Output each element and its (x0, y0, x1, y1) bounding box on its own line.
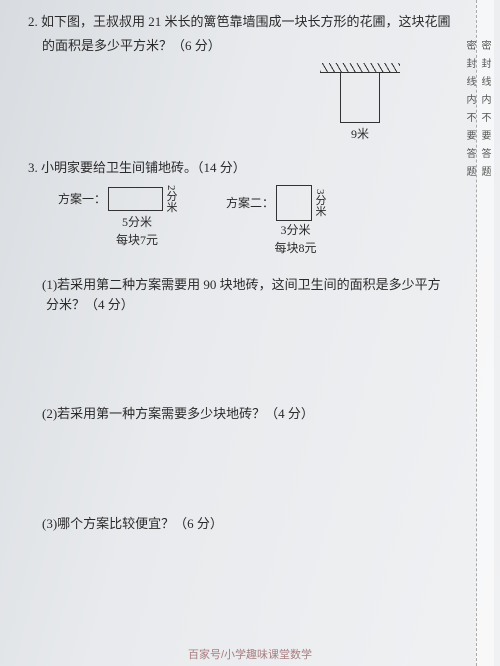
plan-b-price: 每块8元 (226, 239, 325, 257)
plan-a-height: 2分米 (165, 185, 176, 213)
binding-margin: 密封线内不要答题 密封线内不要答题 (476, 0, 494, 666)
margin-text-2: 密封线内不要答题 (462, 40, 477, 626)
q2-number: 2. (28, 14, 38, 29)
plan-b: 方案二： 3分米 3分米 每块8元 (226, 185, 325, 257)
q3-text: 3. 小明家要给卫生间铺地砖。（14 分） (28, 158, 470, 178)
plan-a: 方案一： 2分米 5分米 每块7元 (58, 185, 176, 257)
q3-main: 小明家要给卫生间铺地砖。（14 分） (41, 160, 246, 175)
q2-width-label: 9米 (320, 125, 400, 143)
q2-line2: 的面积是多少平方米？（6 分） (28, 36, 470, 56)
q3-sub1: (1)若采用第二种方案需要用 90 块地砖，这间卫生间的面积是多少平方 分米？（… (28, 275, 470, 314)
q3-sub3: (3)哪个方案比较便宜？（6 分） (28, 514, 470, 534)
plans-row: 方案一： 2分米 5分米 每块7元 方案二： 3分米 3分米 每块8元 (28, 185, 470, 257)
plan-b-height: 3分米 (314, 189, 325, 217)
problem-2: 2. 如下图，王叔叔用 21 米长的篱笆靠墙围成一块长方形的花圃，这块花圃 的面… (28, 12, 470, 144)
plan-a-label: 方案一： (58, 190, 106, 208)
plan-b-width: 3分米 (226, 221, 325, 239)
q3-sub1-line2: 分米？（4 分） (42, 295, 470, 315)
plan-b-label: 方案二： (226, 194, 274, 212)
margin-text-1: 密封线内不要答题 (477, 40, 492, 626)
q2-line1: 如下图，王叔叔用 21 米长的篱笆靠墙围成一块长方形的花圃，这块花圃 (41, 14, 451, 29)
plan-a-width: 5分米 (58, 213, 176, 231)
wall-rectangle: 9米 (320, 63, 400, 143)
problem-3: 3. 小明家要给卫生间铺地砖。（14 分） 方案一： 2分米 5分米 每块7元 … (28, 158, 470, 534)
tile-b-rect (276, 185, 312, 221)
fence-rectangle (340, 73, 380, 123)
q3-sub2: (2)若采用第一种方案需要多少块地砖？（4 分） (28, 404, 470, 424)
plan-a-row: 方案一： 2分米 (58, 185, 176, 213)
q2-diagram: 9米 (28, 63, 470, 144)
wall-hatch (320, 63, 400, 73)
plan-b-row: 方案二： 3分米 (226, 185, 325, 221)
exam-page: 2. 如下图，王叔叔用 21 米长的篱笆靠墙围成一块长方形的花圃，这块花圃 的面… (0, 0, 500, 559)
q2-text: 2. 如下图，王叔叔用 21 米长的篱笆靠墙围成一块长方形的花圃，这块花圃 (28, 12, 470, 32)
q3-number: 3. (28, 160, 38, 175)
q3-sub1-line1: (1)若采用第二种方案需要用 90 块地砖，这间卫生间的面积是多少平方 (42, 275, 470, 295)
watermark: 百家号/小学趣味课堂数学 (188, 646, 312, 662)
tile-a-rect (108, 187, 163, 211)
plan-a-price: 每块7元 (58, 231, 176, 249)
